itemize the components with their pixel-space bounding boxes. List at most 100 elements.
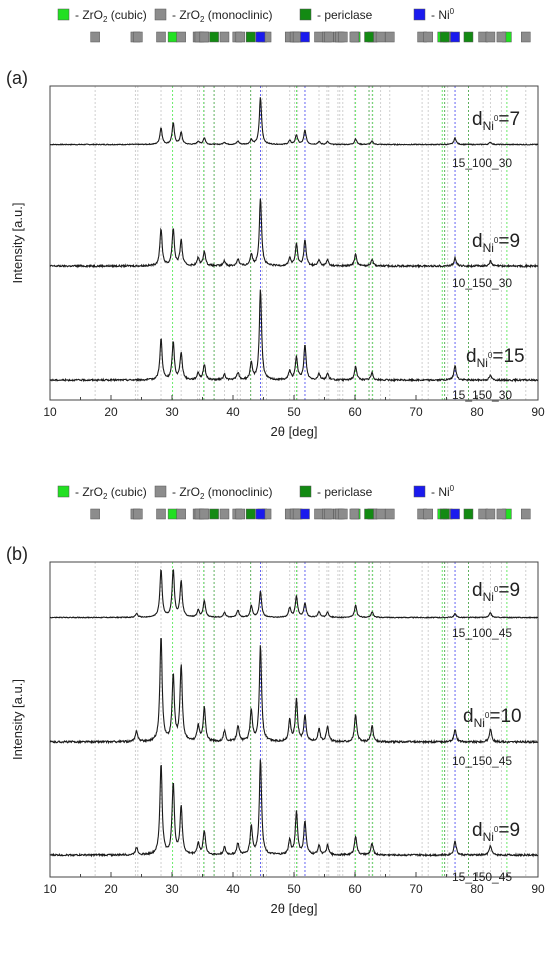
legend-label-3: - Ni0 <box>431 484 455 499</box>
trace-15_150_45 <box>49 759 539 858</box>
x-tick-label-80: 80 <box>470 882 484 896</box>
x-tick-label-50: 50 <box>287 405 301 419</box>
ref-marker-monoclinic-25 <box>385 31 395 43</box>
y-axis-label: Intensity [a.u.] <box>10 203 25 284</box>
x-tick-label-40: 40 <box>226 405 240 419</box>
ref-marker-monoclinic-16 <box>314 508 324 520</box>
trace-15_100_45 <box>49 569 539 619</box>
legend-label-1: - ZrO2 (monoclinic) <box>172 8 272 24</box>
ref-marker-monoclinic-22 <box>349 508 360 520</box>
trace-name-15_150_45: 15_150_45 <box>452 870 512 884</box>
x-axis-label: 2θ [deg] <box>271 424 318 439</box>
ref-marker-monoclinic-22 <box>349 31 360 43</box>
trace-name-10_150_30: 10_150_30 <box>452 276 512 290</box>
plot-frame <box>49 85 539 401</box>
x-tick-label-30: 30 <box>165 405 179 419</box>
ref-marker-monoclinic-27 <box>423 508 433 520</box>
trace-name-15_150_30: 15_150_30 <box>452 388 512 402</box>
trace-name-10_150_45: 10_150_45 <box>452 754 512 768</box>
x-tick-label-20: 20 <box>104 882 118 896</box>
ref-marker-monoclinic-25 <box>385 508 395 520</box>
ref-marker-monoclinic-31 <box>496 31 507 43</box>
legend-label-3: - Ni0 <box>431 7 455 22</box>
monoclinic-zro2-swatch <box>154 8 167 21</box>
ref-marker-monoclinic-16 <box>314 31 324 43</box>
ref-marker-monoclinic-4 <box>176 31 186 43</box>
ref-marker-monoclinic-8 <box>219 508 230 520</box>
crystallite-size-label: dNi0=15 <box>466 346 525 370</box>
panel-label: (a) <box>6 68 28 88</box>
ref-marker-periclase-3 <box>439 31 450 43</box>
crystallite-size-label: dNi0=7 <box>472 109 520 133</box>
monoclinic-zro2-swatch <box>154 485 167 498</box>
ref-marker-monoclinic-2 <box>133 31 143 43</box>
ref-marker-monoclinic-3 <box>156 508 166 520</box>
ref-marker-monoclinic-32 <box>521 508 531 520</box>
ref-marker-monoclinic-10 <box>235 31 246 43</box>
trace-15_100_30 <box>50 97 539 146</box>
periclase-swatch <box>299 485 312 498</box>
cubic-zro2-swatch <box>57 8 70 21</box>
x-tick-label-60: 60 <box>348 405 362 419</box>
x-tick-label-10: 10 <box>43 882 57 896</box>
ref-marker-monoclinic-30 <box>485 508 496 520</box>
ref-marker-monoclinic-18 <box>324 31 334 43</box>
ref-marker-monoclinic-24 <box>375 508 386 520</box>
legend-label-2: - periclase <box>317 8 373 22</box>
ref-marker-monoclinic-30 <box>485 31 496 43</box>
crystallite-size-label: dNi0=9 <box>472 820 520 844</box>
x-tick-label-30: 30 <box>165 882 179 896</box>
ref-marker-periclase-0 <box>209 508 219 520</box>
x-tick-label-40: 40 <box>226 882 240 896</box>
ref-marker-monoclinic-0 <box>90 31 100 43</box>
x-axis-label: 2θ [deg] <box>271 901 318 916</box>
ref-marker-monoclinic-32 <box>521 31 531 43</box>
ref-marker-monoclinic-7 <box>199 31 210 43</box>
panel-label: (b) <box>6 544 28 564</box>
crystallite-size-label: dNi0=10 <box>463 706 522 730</box>
ref-marker-monoclinic-8 <box>219 31 230 43</box>
trace-10_150_45 <box>49 638 539 745</box>
legend-label-2: - periclase <box>317 485 373 499</box>
panel-b: - ZrO2 (cubic) - ZrO2 (monoclinic) - peric… <box>6 484 545 916</box>
ref-marker-cubic-0 <box>167 508 178 520</box>
ref-marker-monoclinic-10 <box>235 508 246 520</box>
x-tick-label-70: 70 <box>409 405 423 419</box>
ref-marker-monoclinic-0 <box>90 508 100 520</box>
ref-marker-monoclinic-21 <box>338 31 348 43</box>
ref-marker-monoclinic-27 <box>423 31 433 43</box>
legend-label-1: - ZrO2 (monoclinic) <box>172 485 272 501</box>
ni0-swatch <box>413 8 426 21</box>
panel-a: - ZrO2 (cubic) - ZrO2 (monoclinic) - peric… <box>6 7 545 439</box>
x-tick-label-90: 90 <box>531 882 545 896</box>
trace-name-15_100_45: 15_100_45 <box>452 626 512 640</box>
ref-marker-monoclinic-3 <box>156 31 166 43</box>
ref-marker-periclase-4 <box>463 508 474 520</box>
ref-marker-ni0-2 <box>450 31 460 43</box>
ref-marker-ni0-0 <box>255 31 266 43</box>
ref-marker-monoclinic-18 <box>324 508 334 520</box>
legend-label-0: - ZrO2 (cubic) <box>75 485 147 501</box>
ref-marker-periclase-2 <box>364 31 374 43</box>
ref-marker-monoclinic-31 <box>496 508 507 520</box>
ref-marker-ni0-1 <box>300 508 310 520</box>
legend-label-0: - ZrO2 (cubic) <box>75 8 147 24</box>
ref-marker-periclase-2 <box>364 508 374 520</box>
trace-15_150_30 <box>49 289 539 383</box>
crystallite-size-label: dNi0=9 <box>472 231 520 255</box>
x-tick-label-60: 60 <box>348 882 362 896</box>
ref-marker-periclase-0 <box>209 31 219 43</box>
ref-marker-monoclinic-4 <box>176 508 186 520</box>
trace-name-15_100_30: 15_100_30 <box>452 156 512 170</box>
periclase-swatch <box>299 8 312 21</box>
ref-marker-periclase-3 <box>439 508 450 520</box>
ref-marker-monoclinic-7 <box>199 508 210 520</box>
ref-marker-periclase-1 <box>245 31 256 43</box>
ref-marker-monoclinic-24 <box>375 31 386 43</box>
ni0-swatch <box>413 485 426 498</box>
trace-10_150_30 <box>49 198 539 269</box>
x-tick-label-20: 20 <box>104 405 118 419</box>
ref-marker-periclase-1 <box>245 508 256 520</box>
cubic-zro2-swatch <box>57 485 70 498</box>
